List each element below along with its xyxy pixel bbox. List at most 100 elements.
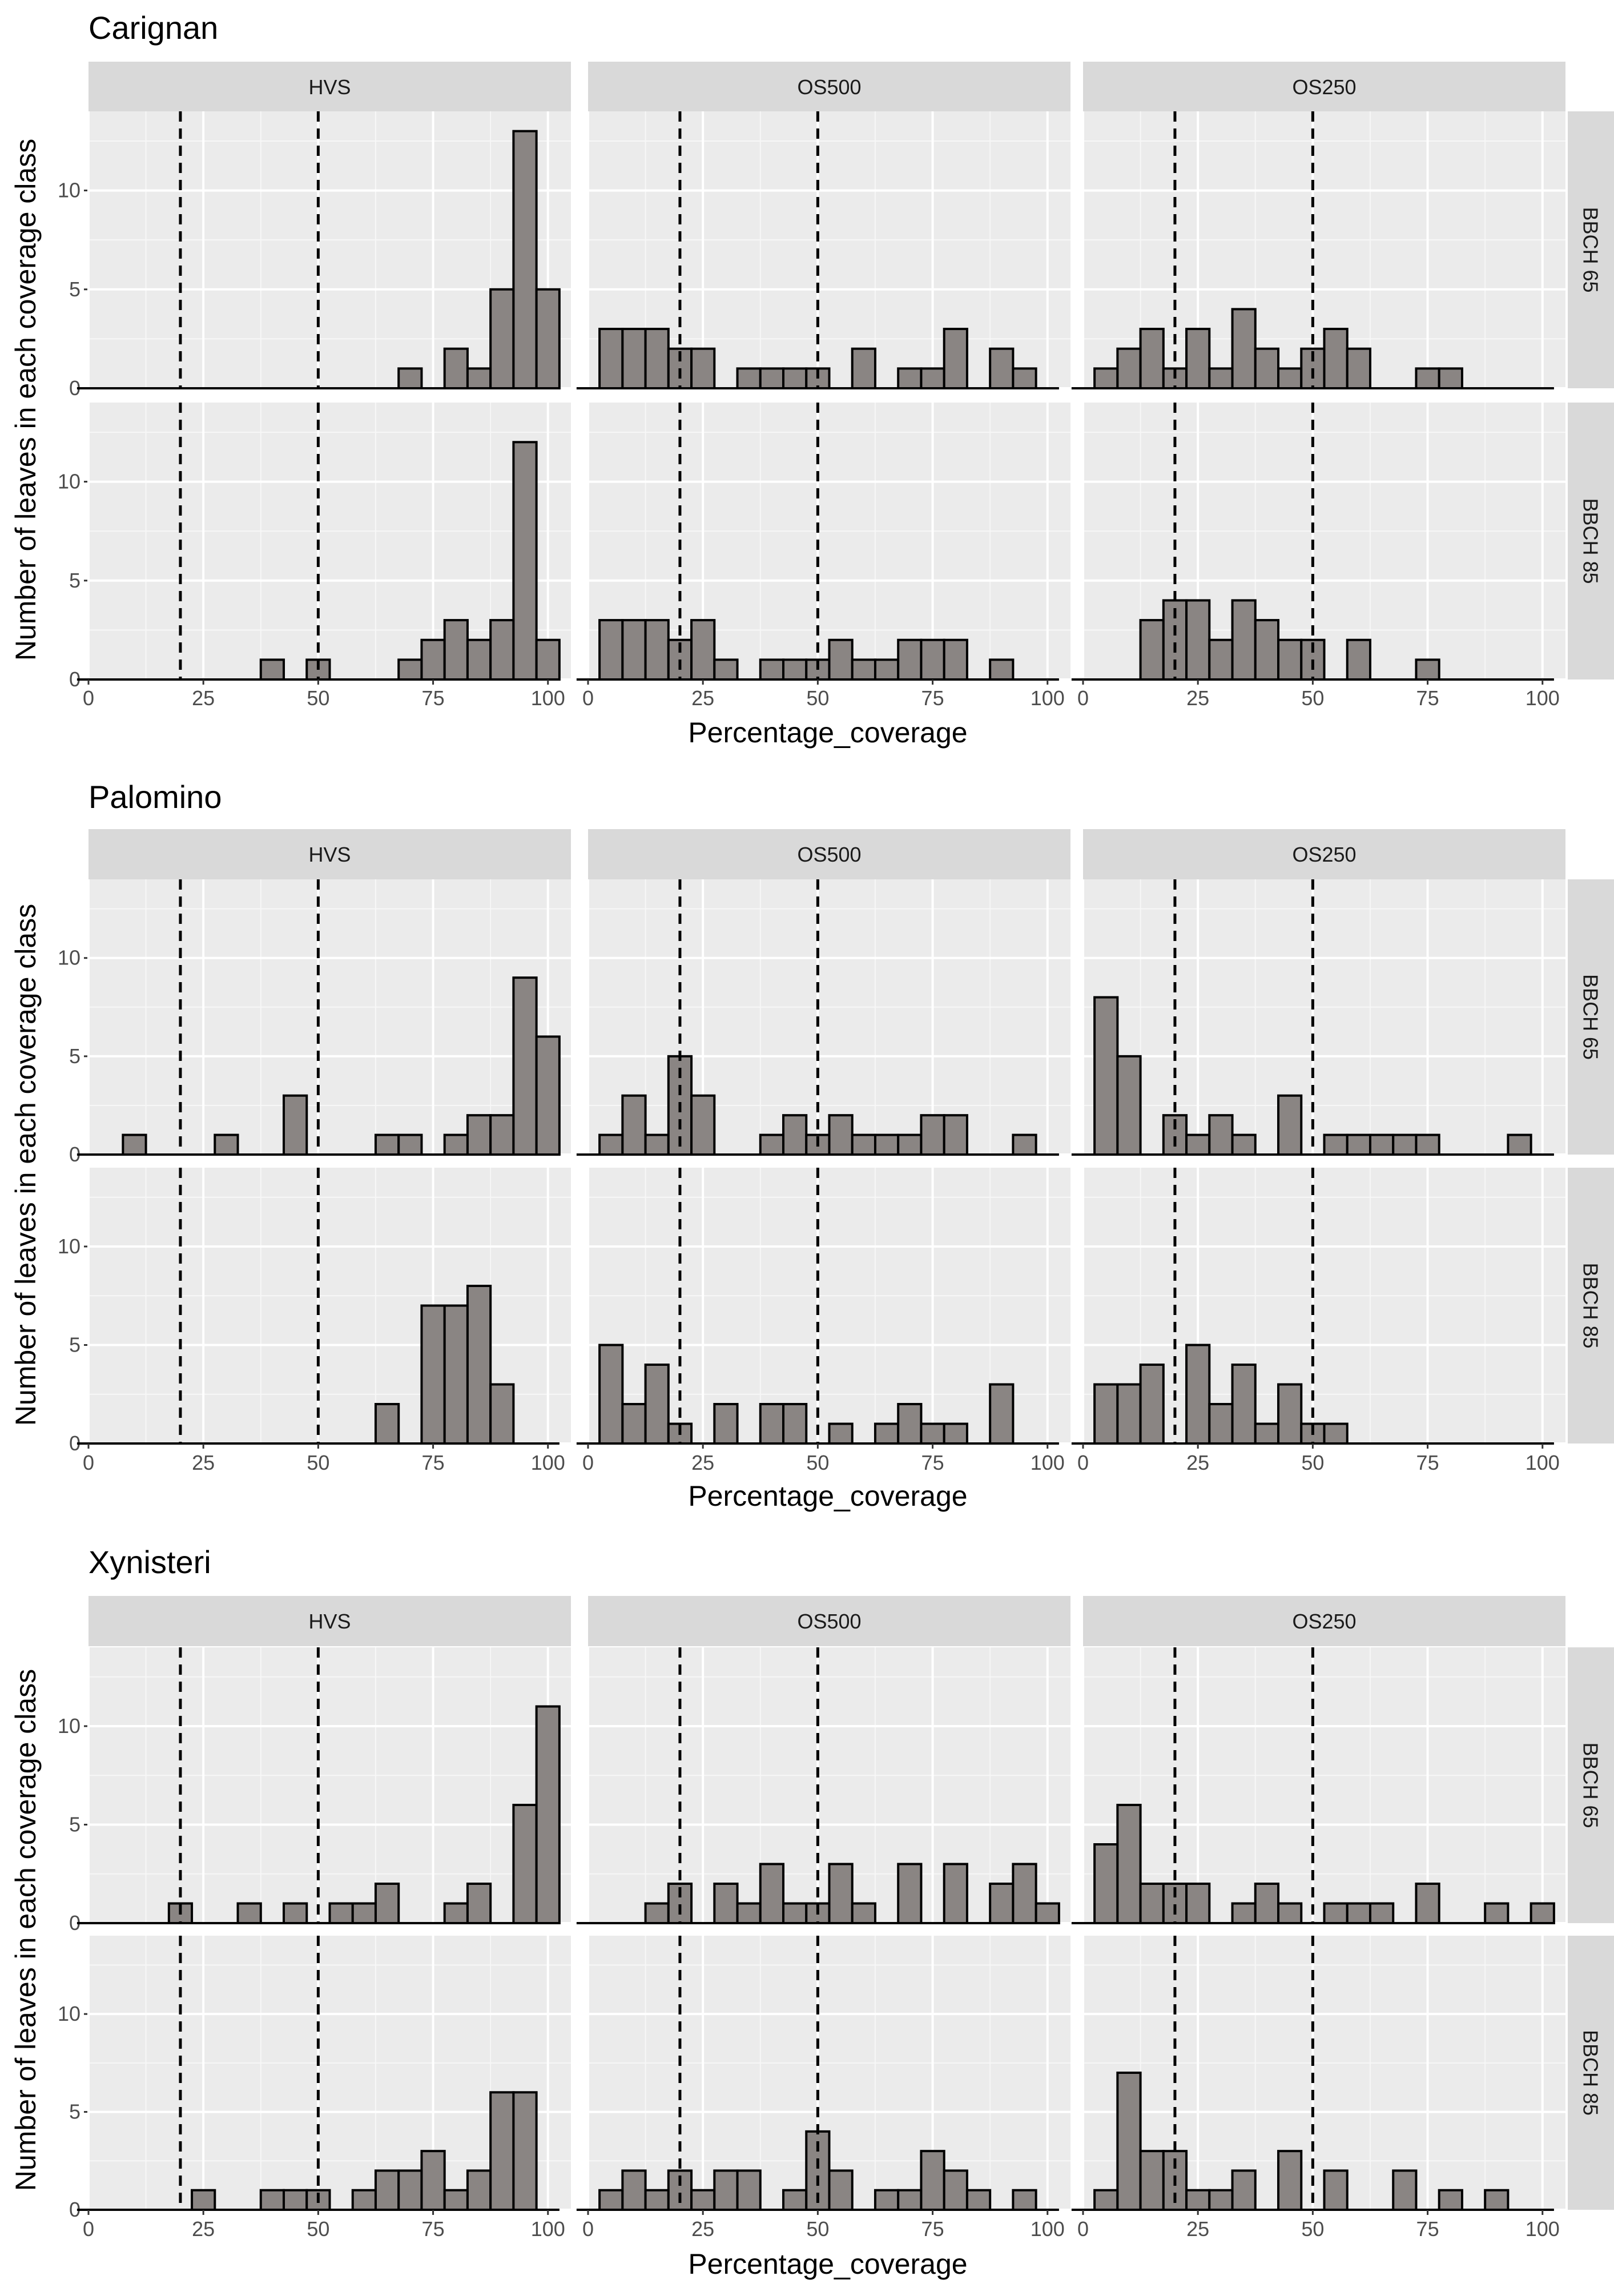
histogram-bar	[443, 2189, 469, 2211]
x-tick-label: 75	[921, 2217, 944, 2241]
histogram-bar	[489, 1114, 515, 1156]
histogram-bar	[1369, 1133, 1395, 1156]
histogram-bar	[1185, 1133, 1211, 1156]
histogram-bar	[1484, 2189, 1510, 2211]
y-tick-label: 5	[69, 2100, 81, 2124]
histogram-bar	[874, 1422, 900, 1445]
x-axis-title: Percentage_coverage	[688, 1480, 967, 1512]
histogram-bar	[644, 1902, 670, 1924]
histogram-bar	[397, 2169, 423, 2211]
histogram-bar	[782, 1902, 808, 1924]
x-tick-label: 25	[192, 1451, 215, 1474]
x-tick-label: 100	[1526, 686, 1560, 710]
histogram-bar	[920, 2150, 945, 2211]
y-tick-label: 10	[58, 470, 81, 493]
x-axis-title: Percentage_coverage	[688, 2248, 967, 2280]
histogram-bar	[1277, 367, 1303, 389]
facet-strip-label: OS250	[1292, 843, 1356, 866]
facet-strip-palomino-os250	[1083, 829, 1565, 879]
histogram-bar	[397, 1133, 423, 1156]
histogram-bar	[443, 1304, 469, 1445]
histogram-bar	[1415, 1133, 1440, 1156]
y-tick-label: 10	[58, 1714, 81, 1738]
histogram-bar	[851, 658, 876, 681]
histogram-bar	[1139, 1364, 1165, 1445]
x-axis-title: Percentage_coverage	[688, 717, 967, 749]
facet-strip-label: HVS	[308, 75, 351, 99]
row-strip-label: BBCH 65	[1579, 1742, 1603, 1828]
histogram-bar	[1231, 2169, 1257, 2211]
histogram-bar	[1116, 1383, 1142, 1445]
x-tick-label: 25	[691, 1451, 714, 1474]
histogram-bar	[1254, 347, 1280, 390]
histogram-bar	[621, 1094, 647, 1156]
x-tick-label: 100	[1031, 1451, 1065, 1474]
histogram-bar	[598, 1133, 624, 1156]
histogram-bar	[466, 367, 492, 389]
histogram-bar	[943, 328, 968, 389]
x-tick-label: 25	[1186, 686, 1209, 710]
histogram-bar	[443, 1133, 469, 1156]
histogram-bar	[989, 658, 1015, 681]
histogram-bar	[598, 1344, 624, 1445]
histogram-bar	[736, 2169, 762, 2211]
facet-strip-label: HVS	[308, 843, 351, 866]
row-strip-label: BBCH 65	[1579, 974, 1603, 1060]
panel-palomino-os500-0	[588, 879, 1070, 1155]
histogram-bar	[1323, 2169, 1349, 2211]
row-strip-xynisteri-0	[1568, 1647, 1614, 1923]
histogram-bar	[512, 976, 538, 1156]
histogram-bar	[621, 1403, 647, 1445]
histogram-bar	[782, 1114, 808, 1156]
histogram-bar	[1208, 638, 1234, 681]
row-strip-label: BBCH 85	[1579, 2030, 1603, 2116]
histogram-bar	[943, 1863, 968, 1924]
histogram-bar	[1277, 1902, 1303, 1924]
histogram-bar	[965, 2189, 992, 2211]
histogram-bar	[1093, 1383, 1119, 1445]
x-tick-label: 50	[1301, 686, 1324, 710]
histogram-bar	[512, 130, 538, 389]
block-title-carignan: Carignan	[88, 10, 218, 46]
x-tick-label: 75	[1416, 2217, 1439, 2241]
x-tick-label: 100	[1031, 2217, 1065, 2241]
histogram-bar	[443, 347, 469, 390]
y-axis-title: Number of leaves in each coverage class	[10, 1669, 42, 2191]
histogram-bar	[1369, 1902, 1395, 1924]
histogram-bar	[1012, 1133, 1037, 1156]
histogram-bar	[1093, 2189, 1119, 2211]
facet-strip-carignan-os250	[1083, 62, 1565, 112]
x-tick-label: 0	[1077, 1451, 1089, 1474]
facet-strip-label: OS500	[797, 843, 861, 866]
x-tick-label: 100	[531, 686, 565, 710]
histogram-bar	[1139, 328, 1165, 389]
x-tick-label: 25	[691, 686, 714, 710]
histogram-bar	[443, 619, 469, 681]
histogram-bar	[782, 1403, 808, 1445]
histogram-bar	[897, 1403, 923, 1445]
histogram-bar	[1254, 1422, 1280, 1445]
histogram-bar	[690, 2189, 716, 2211]
x-tick-label: 75	[422, 1451, 445, 1474]
x-tick-label: 75	[921, 686, 944, 710]
x-tick-label: 25	[691, 2217, 714, 2241]
histogram-bar	[1139, 1883, 1165, 1924]
histogram-bar	[1323, 1422, 1349, 1445]
histogram-bar	[489, 619, 515, 681]
histogram-bar	[874, 2189, 900, 2211]
histogram-bar	[713, 1883, 739, 1924]
histogram-bar	[1277, 638, 1303, 681]
histogram-bar	[644, 328, 670, 389]
histogram-bar	[897, 1133, 923, 1156]
row-strip-carignan-0	[1568, 111, 1614, 388]
histogram-bar	[920, 1422, 945, 1445]
histogram-bar	[690, 619, 716, 681]
histogram-bar	[1185, 1883, 1211, 1924]
facet-strip-palomino-os500	[588, 829, 1070, 879]
histogram-bar	[759, 1863, 785, 1924]
histogram-bar	[690, 347, 716, 390]
histogram-bar	[759, 658, 785, 681]
histogram-bar	[1254, 1883, 1280, 1924]
panel-palomino-os250-0	[1083, 879, 1565, 1155]
histogram-bar	[828, 1114, 854, 1156]
